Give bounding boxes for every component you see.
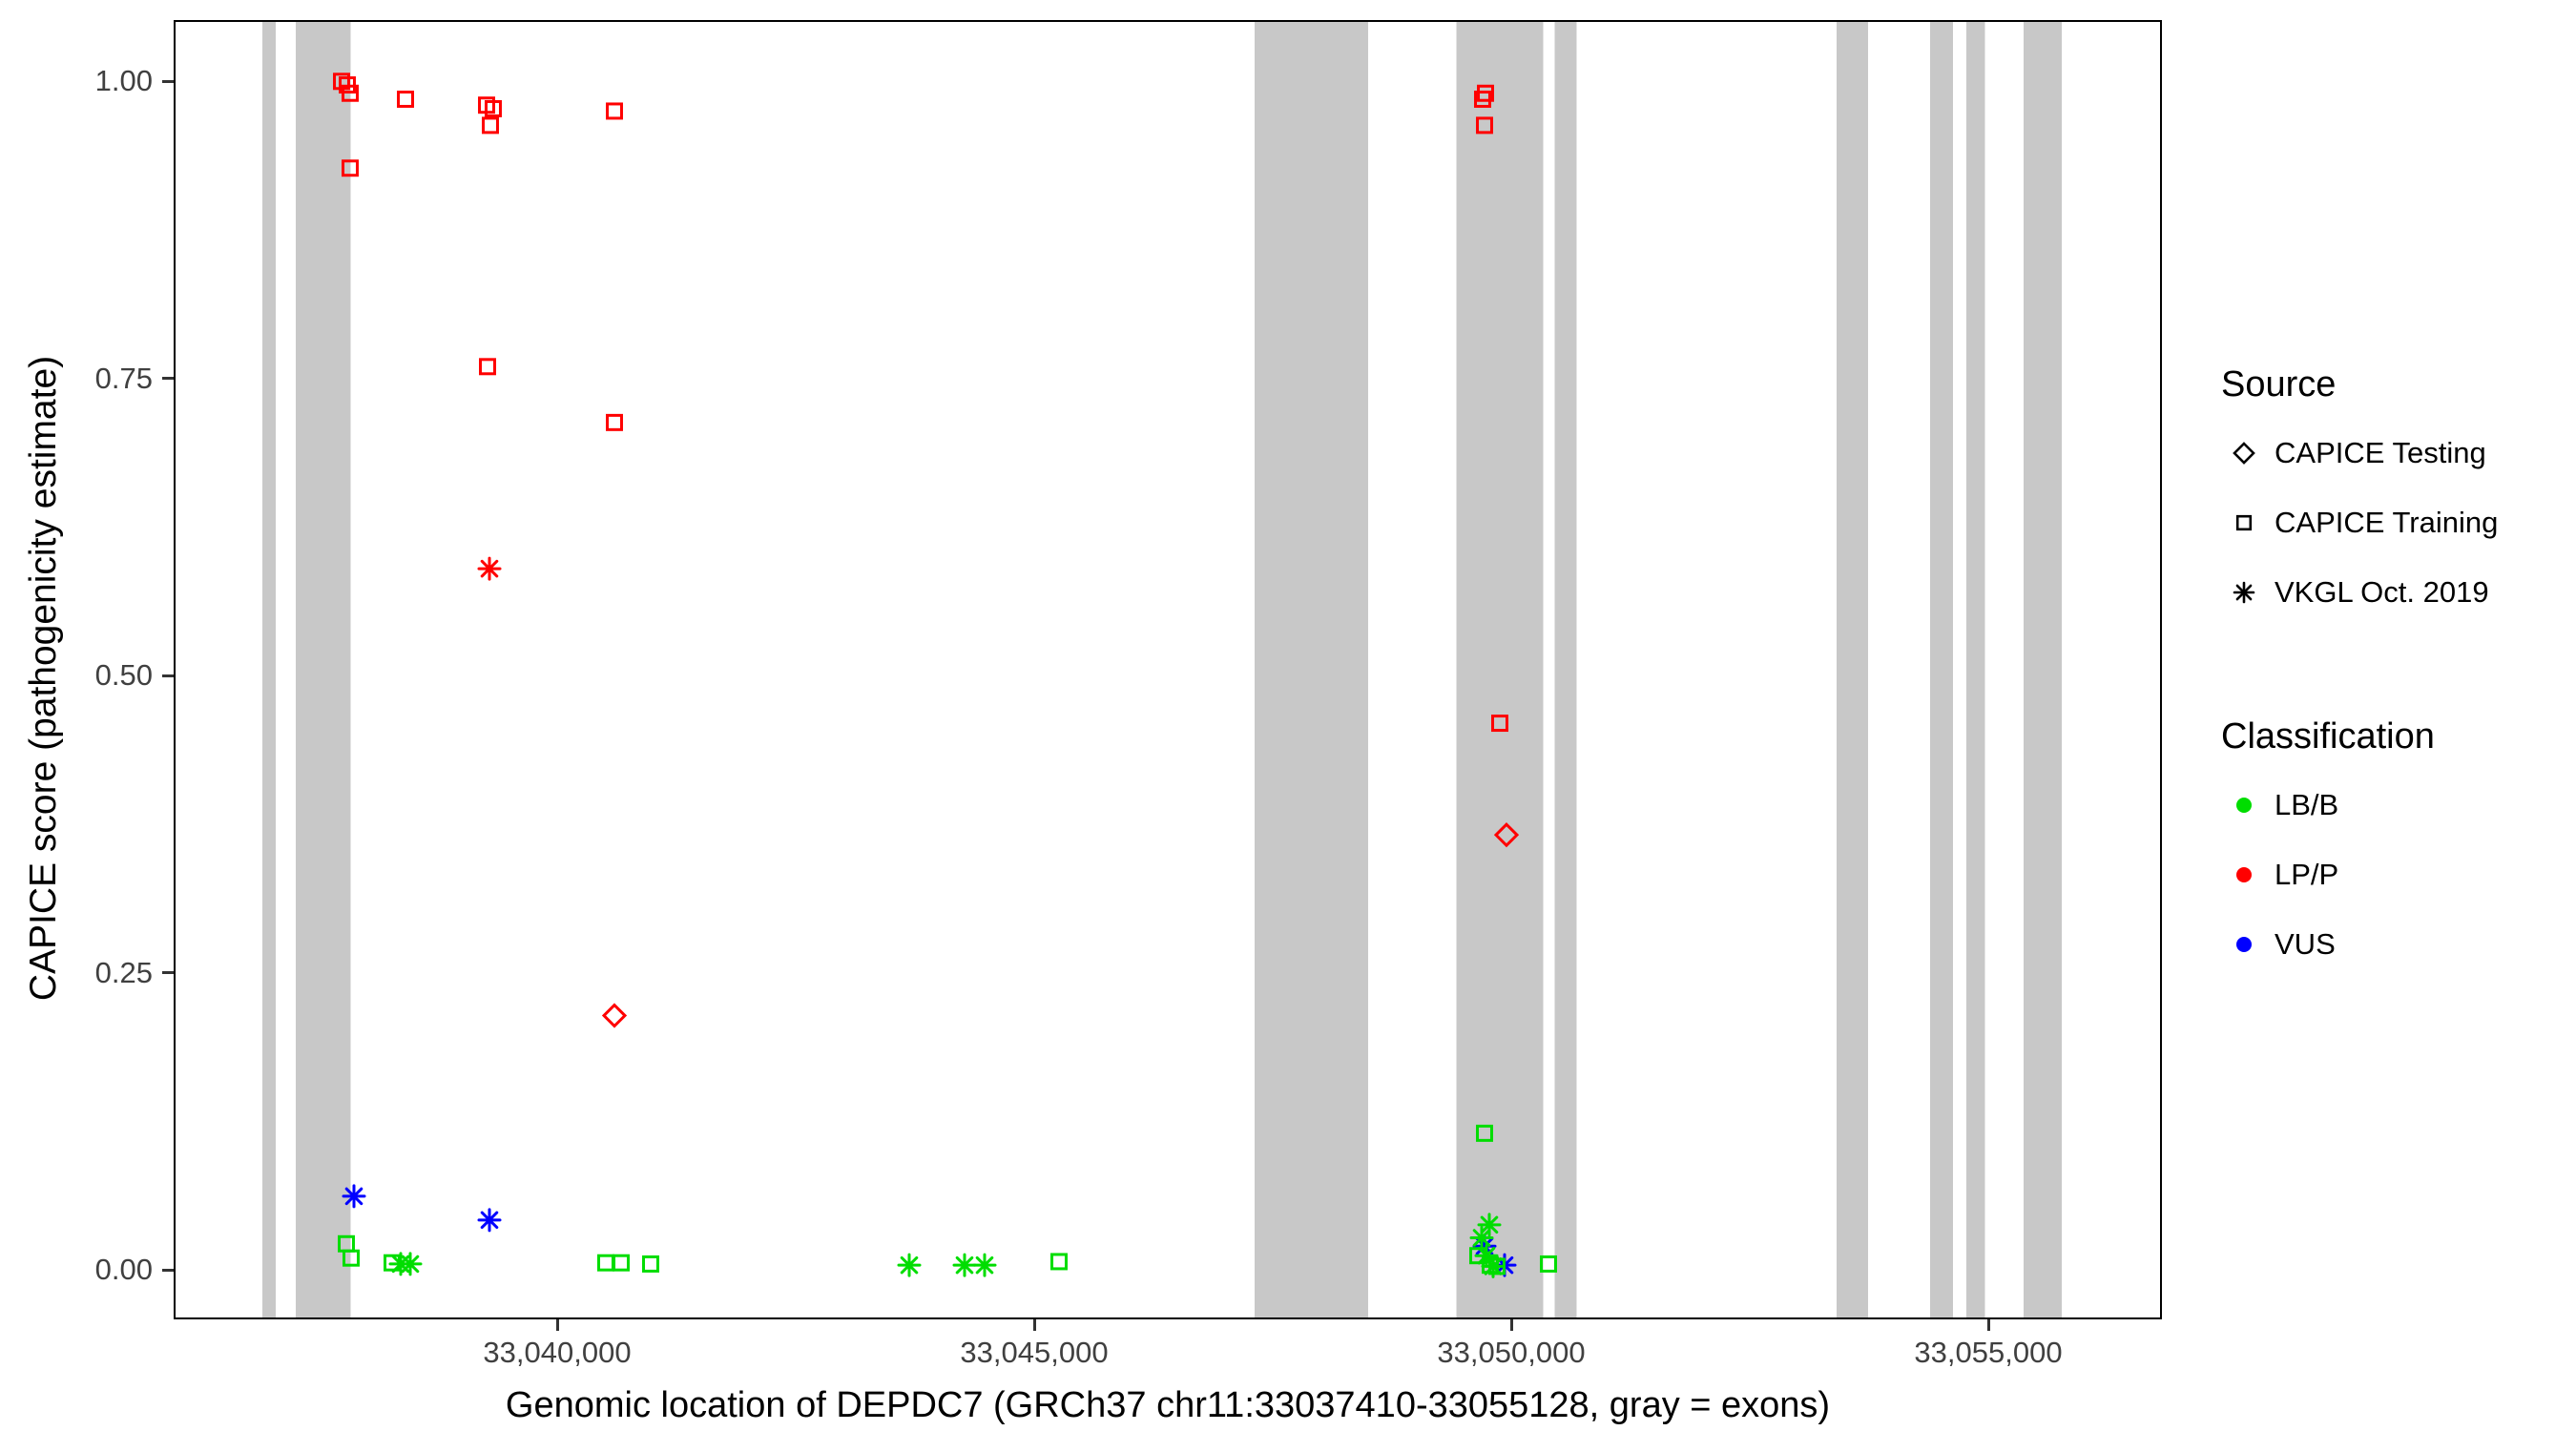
x-tick-label: 33,050,000 — [1437, 1336, 1586, 1369]
y-tick-label: 0.75 — [94, 361, 153, 395]
data-point — [342, 159, 359, 177]
data-point — [1493, 822, 1520, 848]
y-tick-label: 0.50 — [94, 658, 153, 693]
data-point — [1050, 1253, 1068, 1271]
exon-band — [1930, 22, 1953, 1317]
data-point — [613, 1254, 630, 1272]
y-tick-label: 1.00 — [94, 64, 153, 98]
legend-classification-items: LB/B LP/P VUS — [2221, 770, 2565, 979]
legend-item: VKGL Oct. 2019 — [2221, 557, 2565, 627]
data-point — [342, 84, 359, 102]
legend-item-label: LP/P — [2275, 857, 2339, 891]
data-point — [477, 1208, 502, 1233]
exon-band — [1554, 22, 1577, 1317]
legend-classification-title: Classification — [2221, 716, 2435, 757]
data-point — [606, 413, 623, 431]
y-tick-mark — [162, 1268, 174, 1272]
data-point — [482, 116, 499, 135]
legend-item: CAPICE Training — [2221, 487, 2565, 557]
data-point — [601, 1003, 628, 1028]
legend-source-items: CAPICE Testing CAPICE Training VKGL Oct. 2… — [2221, 418, 2565, 627]
legend-item-label: LB/B — [2275, 787, 2339, 821]
legend-item: VUS — [2221, 909, 2565, 979]
data-point — [1477, 84, 1494, 102]
y-tick-mark — [162, 377, 174, 381]
plot-area — [262, 22, 2062, 1317]
exon-band — [1456, 22, 1544, 1317]
x-tick-mark — [1032, 1319, 1036, 1331]
legend-item: LB/B — [2221, 770, 2565, 840]
x-tick-mark — [555, 1319, 559, 1331]
exon-band — [1837, 22, 1868, 1317]
legend-shape-diamond-icon — [2221, 430, 2267, 476]
data-point — [477, 556, 502, 581]
data-point — [597, 1254, 614, 1272]
data-point — [1469, 1226, 1494, 1251]
exon-band — [2024, 22, 2062, 1317]
data-point — [479, 358, 496, 376]
data-point — [342, 1184, 366, 1209]
data-point — [972, 1253, 997, 1277]
x-tick-label: 33,045,000 — [960, 1336, 1109, 1369]
exon-band — [1255, 22, 1368, 1317]
y-tick-label: 0.00 — [94, 1253, 153, 1287]
y-tick-mark — [162, 674, 174, 677]
legend-shape-asterisk-icon — [2221, 570, 2267, 615]
data-point — [1476, 1124, 1493, 1142]
y-tick-label: 0.25 — [94, 955, 153, 989]
data-point — [397, 91, 414, 108]
x-tick-mark — [1509, 1319, 1513, 1331]
data-point — [1491, 715, 1508, 733]
data-point — [952, 1253, 977, 1277]
exon-band — [296, 22, 351, 1317]
data-point — [343, 1249, 360, 1267]
x-tick-label: 33,055,000 — [1914, 1336, 2063, 1369]
plot-panel — [174, 20, 2162, 1319]
data-point — [1481, 1254, 1506, 1278]
legend-item: CAPICE Testing — [2221, 418, 2565, 487]
legend-item-label: VKGL Oct. 2019 — [2275, 574, 2489, 609]
y-axis-title: CAPICE score (pathogenicity estimate) — [23, 355, 64, 1002]
data-point — [1476, 116, 1493, 135]
data-point — [606, 102, 623, 120]
exon-band — [262, 22, 276, 1317]
legend-color-dot — [2221, 782, 2267, 828]
data-point — [485, 99, 502, 117]
legend-item-label: CAPICE Training — [2275, 505, 2499, 539]
legend-color-dot — [2221, 922, 2267, 967]
x-tick-label: 33,040,000 — [483, 1336, 632, 1369]
data-point — [398, 1252, 423, 1276]
data-point — [897, 1253, 922, 1277]
legend-color-dot — [2221, 852, 2267, 898]
legend-item-label: CAPICE Testing — [2275, 435, 2486, 469]
legend-source-title: Source — [2221, 364, 2337, 404]
x-axis-title: Genomic location of DEPDC7 (GRCh37 chr11… — [505, 1385, 1831, 1425]
legend-item-label: VUS — [2275, 926, 2336, 961]
exon-band — [1966, 22, 1985, 1317]
legend-item: LP/P — [2221, 840, 2565, 909]
y-tick-mark — [162, 971, 174, 975]
legend: Source CAPICE Testing CAPICE Training VKGL… — [2221, 363, 2565, 979]
data-point — [1540, 1255, 1557, 1273]
y-tick-mark — [162, 79, 174, 83]
data-point — [642, 1255, 659, 1273]
legend-shape-square-icon — [2221, 500, 2267, 546]
x-tick-mark — [1986, 1319, 1990, 1331]
